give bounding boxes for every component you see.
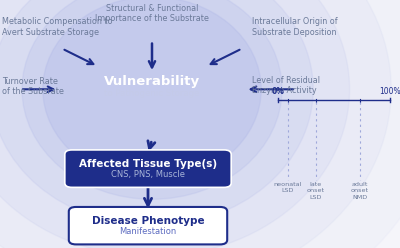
Text: to Pathogenic Storage: to Pathogenic Storage	[104, 89, 200, 98]
Text: late
onset
LSD: late onset LSD	[307, 182, 325, 200]
Ellipse shape	[43, 0, 261, 182]
Ellipse shape	[0, 0, 313, 226]
FancyBboxPatch shape	[69, 207, 227, 245]
Text: Intracellular Origin of
Substrate Deposition: Intracellular Origin of Substrate Deposi…	[252, 17, 338, 37]
Text: 0%: 0%	[272, 87, 284, 96]
Text: Metabolic Compensation to
Avert Substrate Storage: Metabolic Compensation to Avert Substrat…	[2, 17, 112, 37]
Text: Vulnerability: Vulnerability	[104, 75, 200, 88]
Text: Structural & Functional
Importance of the Substrate: Structural & Functional Importance of th…	[95, 4, 209, 23]
Text: neonatal
LSD: neonatal LSD	[274, 182, 302, 193]
Ellipse shape	[0, 0, 391, 248]
Text: Disease Phenotype: Disease Phenotype	[92, 216, 204, 226]
Text: Level of Residual
Enzyme Activity: Level of Residual Enzyme Activity	[252, 76, 320, 95]
Ellipse shape	[22, 0, 282, 199]
Text: Turnover Rate
of the Subsrate: Turnover Rate of the Subsrate	[2, 77, 64, 96]
Text: CNS, PNS, Muscle: CNS, PNS, Muscle	[111, 170, 185, 179]
Text: 100%: 100%	[379, 87, 400, 96]
Text: Manifestation: Manifestation	[119, 227, 177, 236]
FancyBboxPatch shape	[65, 150, 231, 187]
Text: Affected Tissue Type(s): Affected Tissue Type(s)	[79, 159, 217, 169]
Ellipse shape	[0, 0, 350, 248]
Text: adult
onset
NMD: adult onset NMD	[351, 182, 369, 200]
